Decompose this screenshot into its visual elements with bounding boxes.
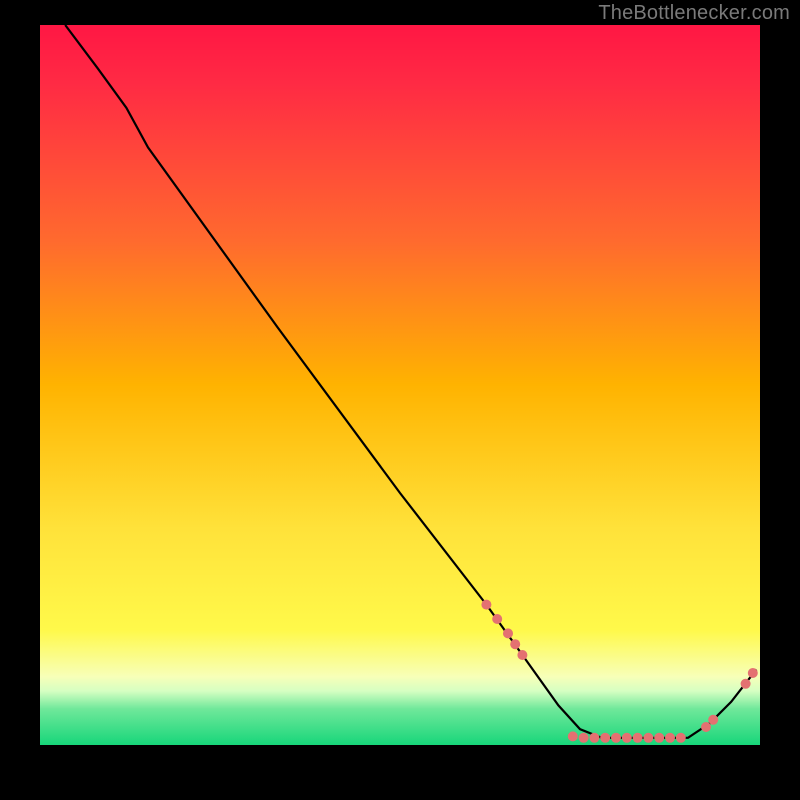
data-point-marker: [600, 733, 610, 743]
data-point-marker: [676, 733, 686, 743]
data-point-marker: [568, 731, 578, 741]
data-point-marker: [579, 733, 589, 743]
data-point-marker: [611, 733, 621, 743]
data-point-marker: [643, 733, 653, 743]
data-point-marker: [665, 733, 675, 743]
watermark-text: TheBottlenecker.com: [598, 2, 790, 25]
chart-svg: [40, 25, 760, 745]
data-point-marker: [741, 679, 751, 689]
chart-background: [40, 25, 760, 745]
chart-plot-area: [40, 25, 760, 745]
data-point-marker: [654, 733, 664, 743]
data-point-marker: [510, 639, 520, 649]
data-point-marker: [517, 650, 527, 660]
data-point-marker: [708, 715, 718, 725]
data-point-marker: [633, 733, 643, 743]
data-point-marker: [748, 668, 758, 678]
data-point-marker: [481, 600, 491, 610]
data-point-marker: [503, 628, 513, 638]
data-point-marker: [589, 733, 599, 743]
data-point-marker: [701, 722, 711, 732]
data-point-marker: [622, 733, 632, 743]
data-point-marker: [492, 614, 502, 624]
